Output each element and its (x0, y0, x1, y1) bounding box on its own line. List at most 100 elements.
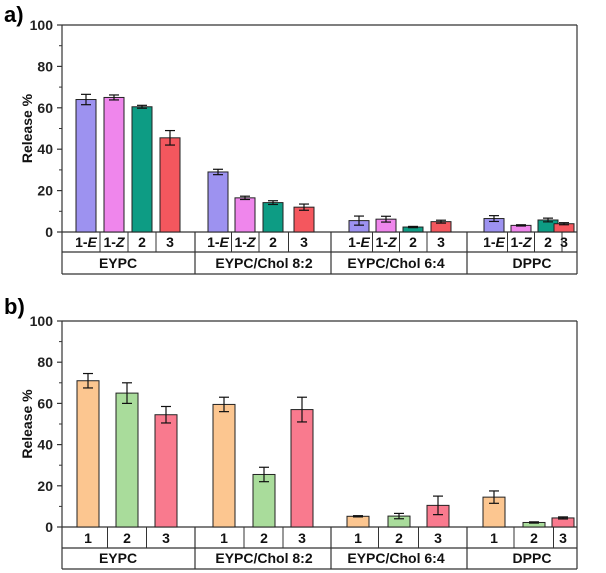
bar (262, 202, 284, 233)
category-label-italic: Z (522, 234, 532, 250)
group-label: DPPC (513, 255, 552, 271)
category-label-text: 1- (75, 234, 88, 250)
category-label-text: 1- (483, 234, 496, 250)
y-tick-label: 20 (37, 183, 53, 199)
category-label: 2 (260, 530, 268, 546)
category-label: 2 (269, 234, 277, 250)
category-label-text: 2 (395, 530, 403, 546)
y-tick-label: 60 (37, 395, 53, 411)
category-label: 2 (544, 234, 552, 250)
category-label: 2 (530, 530, 538, 546)
category-label: 2 (138, 234, 146, 250)
category-label-text: 2 (123, 530, 131, 546)
category-label-text: 1- (103, 234, 116, 250)
category-label-text: 2 (544, 234, 552, 250)
category-label: 1-Z (510, 234, 531, 250)
panel-label: b) (4, 294, 25, 319)
category-label-text: 1 (354, 530, 362, 546)
y-tick-label: 60 (37, 100, 53, 116)
y-axis-label: Release % (19, 93, 35, 163)
category-label-text: 3 (300, 234, 308, 250)
bar (212, 403, 236, 528)
category-label-text: 3 (560, 234, 568, 250)
category-label: 2 (123, 530, 131, 546)
category-label: 2 (409, 234, 417, 250)
category-label: 1-Z (234, 234, 255, 250)
category-label-text: 3 (298, 530, 306, 546)
category-label-text: 3 (166, 234, 174, 250)
category-label-text: 2 (409, 234, 417, 250)
category-label-italic: E (88, 234, 98, 250)
group-label: EYPC/Chol 6:4 (347, 550, 444, 566)
bar (76, 380, 100, 528)
category-label: 1-E (348, 234, 370, 250)
category-label-text: 1- (375, 234, 388, 250)
category-label: 1-E (207, 234, 229, 250)
category-label-text: 1 (490, 530, 498, 546)
category-label-text: 1- (207, 234, 220, 250)
category-label: 2 (395, 530, 403, 546)
y-tick-label: 80 (37, 354, 53, 370)
category-label-text: 1- (510, 234, 523, 250)
category-label-italic: E (361, 234, 371, 250)
category-label: 1 (354, 530, 362, 546)
bar (131, 106, 153, 233)
category-label-italic: E (220, 234, 230, 250)
category-label-text: 1- (348, 234, 361, 250)
category-label-italic: Z (115, 234, 125, 250)
category-label: 3 (166, 234, 174, 250)
category-label-text: 2 (260, 530, 268, 546)
category-label: 3 (437, 234, 445, 250)
category-label: 1 (220, 530, 228, 546)
panel-label: a) (4, 2, 24, 27)
bar (159, 137, 181, 233)
bar (115, 392, 139, 528)
panel-b: b) Release % 0 20 40 60 80 100 EYPC 1 2 3 EYPC/Chol … (4, 294, 578, 570)
bar (103, 96, 125, 233)
group-label: EYPC/Chol 6:4 (347, 255, 444, 271)
y-tick-label: 40 (37, 437, 53, 453)
category-label: 3 (560, 234, 568, 250)
group-label: EYPC/Chol 8:2 (215, 255, 312, 271)
category-label-text: 3 (437, 234, 445, 250)
bar (290, 409, 314, 528)
bar (346, 515, 370, 528)
category-label: 3 (298, 530, 306, 546)
category-label-text: 2 (269, 234, 277, 250)
group-label: EYPC (99, 255, 137, 271)
category-label-text: 1 (220, 530, 228, 546)
y-axis-label: Release % (19, 389, 35, 459)
category-label: 1 (490, 530, 498, 546)
category-label: 3 (559, 530, 567, 546)
category-label-italic: Z (246, 234, 256, 250)
category-label: 1-Z (375, 234, 396, 250)
y-tick-label: 20 (37, 478, 53, 494)
y-tick-label: 100 (30, 17, 54, 33)
bar (252, 473, 276, 528)
category-label: 1 (84, 530, 92, 546)
group-label: EYPC/Chol 8:2 (215, 550, 312, 566)
y-tick-label: 80 (37, 58, 53, 74)
group-label: EYPC (99, 550, 137, 566)
category-label-italic: Z (387, 234, 397, 250)
bar (293, 206, 315, 233)
category-label-text: 3 (559, 530, 567, 546)
category-label-italic: E (496, 234, 506, 250)
y-tick-label: 0 (45, 519, 53, 535)
category-label: 3 (300, 234, 308, 250)
category-label-text: 2 (530, 530, 538, 546)
category-label: 3 (434, 530, 442, 546)
group-label: DPPC (513, 550, 552, 566)
category-label-text: 1- (234, 234, 247, 250)
bar (234, 197, 256, 233)
category-label: 1-E (483, 234, 505, 250)
category-label-text: 3 (162, 530, 170, 546)
category-label-text: 2 (138, 234, 146, 250)
bar (75, 99, 97, 233)
category-label: 1-Z (103, 234, 124, 250)
y-tick-label: 100 (30, 313, 54, 329)
y-tick-label: 40 (37, 141, 53, 157)
category-label: 1-E (75, 234, 97, 250)
